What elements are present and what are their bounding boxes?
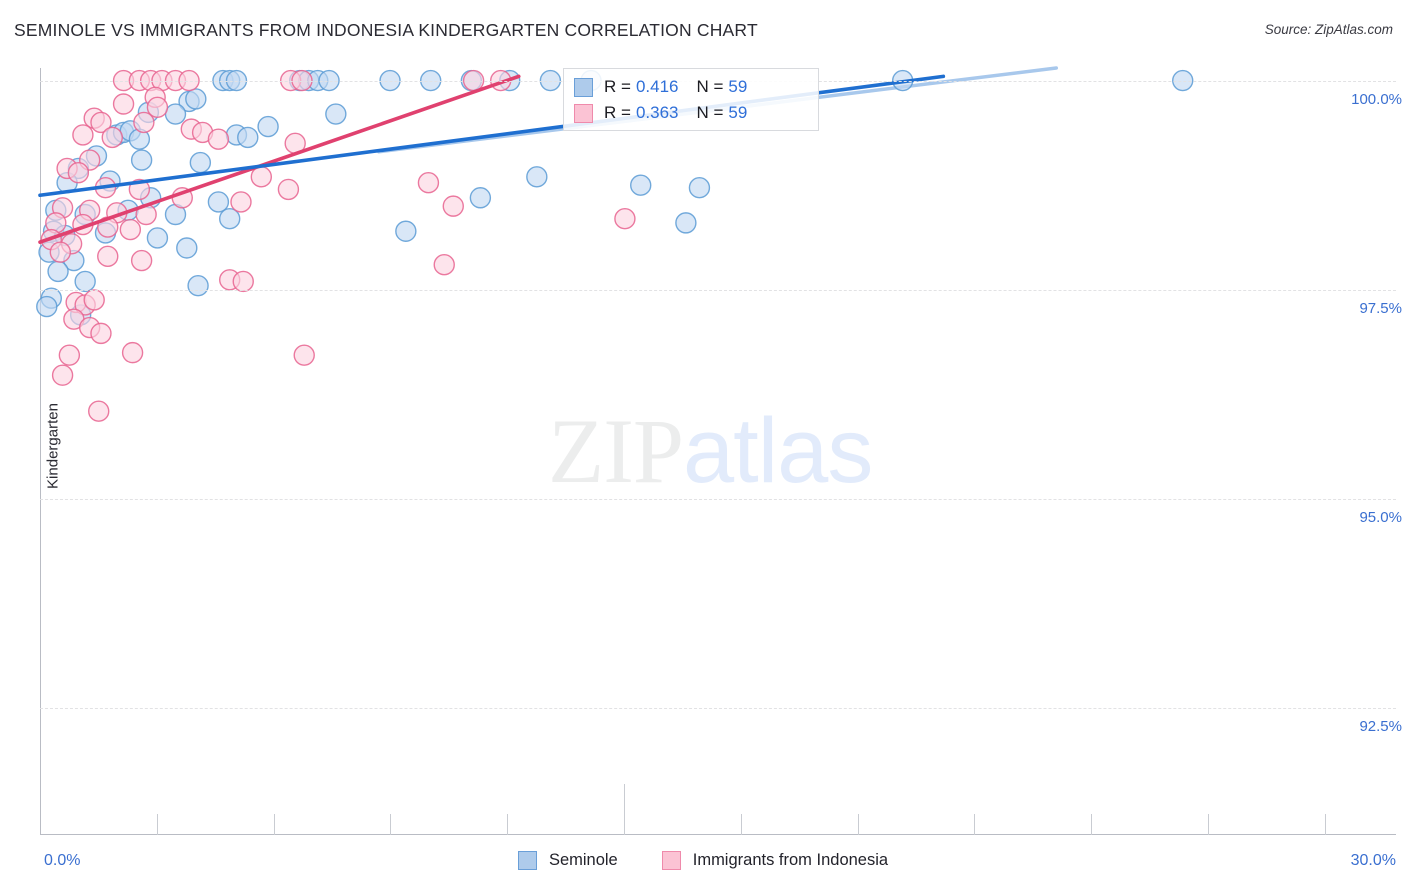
data-point	[237, 126, 259, 149]
gridline	[40, 499, 1396, 501]
data-point	[277, 178, 300, 201]
data-point	[395, 220, 417, 242]
source-attribution: Source: ZipAtlas.com	[1264, 22, 1393, 37]
stats-legend: R = 0.416 N = 59 R = 0.363 N = 59	[563, 68, 819, 131]
series-legend-item-immigrants[interactable]: Immigrants from Indonesia	[661, 851, 889, 870]
data-point	[101, 126, 123, 149]
gridline	[40, 708, 1396, 710]
data-point	[207, 128, 230, 150]
data-point	[325, 103, 347, 125]
data-point	[433, 254, 455, 276]
x-axis-max-label: 30.0%	[1350, 852, 1396, 869]
data-point	[469, 187, 492, 209]
data-point	[257, 115, 279, 138]
data-point	[112, 93, 135, 115]
x-tick-mark	[974, 814, 976, 835]
n-value-immigrants: 59	[728, 103, 748, 122]
data-point	[36, 295, 58, 318]
data-point	[614, 207, 636, 230]
x-axis-min-label: 0.0%	[44, 852, 81, 869]
data-point	[121, 341, 144, 364]
data-point	[146, 227, 169, 249]
stats-legend-row-immigrants: R = 0.363 N = 59	[574, 100, 808, 126]
data-point	[47, 260, 69, 283]
data-point	[207, 191, 230, 213]
x-tick-mark	[156, 814, 158, 835]
series-label-seminole: Seminole	[548, 851, 618, 869]
y-tick-label: 92.5%	[1359, 718, 1402, 736]
series-swatch-seminole	[517, 851, 537, 870]
data-point	[88, 400, 110, 422]
n-label-immigrants: N =	[696, 103, 724, 122]
r-value-seminole: 0.416	[635, 77, 679, 96]
y-tick-label: 95.0%	[1359, 509, 1402, 527]
scatter-canvas	[36, 66, 1194, 422]
trendline-immigrants-from-indonesia	[38, 74, 521, 244]
x-tick-mark	[390, 814, 392, 835]
data-point	[90, 111, 112, 134]
data-point	[417, 171, 440, 194]
plot-area: ZIPatlas	[36, 66, 1395, 834]
data-point	[187, 274, 209, 297]
gridline	[40, 289, 1396, 291]
data-point	[230, 191, 252, 213]
n-label-seminole: N =	[696, 77, 724, 96]
x-tick-mark	[1091, 814, 1093, 835]
data-point	[133, 111, 155, 134]
data-point	[164, 103, 187, 125]
series-legend-item-seminole[interactable]: Seminole	[517, 851, 618, 870]
r-value-immigrants: 0.363	[635, 103, 679, 122]
data-point	[232, 270, 254, 293]
data-point	[189, 151, 212, 174]
data-point	[97, 245, 119, 268]
x-tick-mark	[1208, 814, 1210, 835]
y-axis-line	[40, 68, 41, 834]
x-axis-line	[40, 834, 1396, 835]
data-point	[293, 344, 315, 366]
data-point	[688, 177, 711, 199]
data-point	[74, 270, 96, 293]
data-point	[675, 212, 697, 234]
data-point	[119, 218, 142, 241]
n-value-seminole: 59	[728, 77, 748, 96]
r-label-seminole: R =	[604, 77, 631, 96]
y-tick-label: 100.0%	[1351, 90, 1402, 108]
data-point	[176, 237, 198, 259]
legend-swatch-immigrants	[574, 103, 593, 123]
data-point	[72, 124, 94, 146]
x-tick-mark	[273, 814, 275, 835]
stats-legend-row-seminole: R = 0.416 N = 59	[574, 74, 808, 100]
x-tick-mark	[740, 814, 742, 835]
data-point	[130, 149, 153, 171]
data-point	[442, 195, 464, 217]
x-tick-mark	[1324, 814, 1326, 835]
data-point	[90, 322, 112, 345]
data-point	[58, 344, 81, 366]
r-label-immigrants: R =	[604, 103, 631, 122]
x-tick-mark	[624, 784, 626, 835]
page-title: SEMINOLE VS IMMIGRANTS FROM INDONESIA KI…	[14, 20, 758, 40]
data-point	[146, 96, 169, 119]
data-point	[185, 88, 207, 110]
data-point	[630, 174, 652, 196]
data-point	[130, 249, 153, 272]
x-tick-mark	[507, 814, 509, 835]
series-label-immigrants: Immigrants from Indonesia	[692, 851, 889, 869]
data-point	[526, 166, 548, 188]
data-point	[67, 161, 90, 184]
y-tick-label: 97.5%	[1359, 299, 1402, 317]
data-point	[218, 207, 241, 230]
series-legend: Seminole Immigrants from Indonesia	[0, 851, 1406, 870]
x-tick-mark	[857, 814, 859, 835]
legend-swatch-seminole	[574, 77, 593, 97]
data-point	[49, 241, 72, 263]
data-point	[83, 289, 105, 311]
series-swatch-immigrants	[661, 851, 681, 870]
data-point	[51, 364, 74, 386]
